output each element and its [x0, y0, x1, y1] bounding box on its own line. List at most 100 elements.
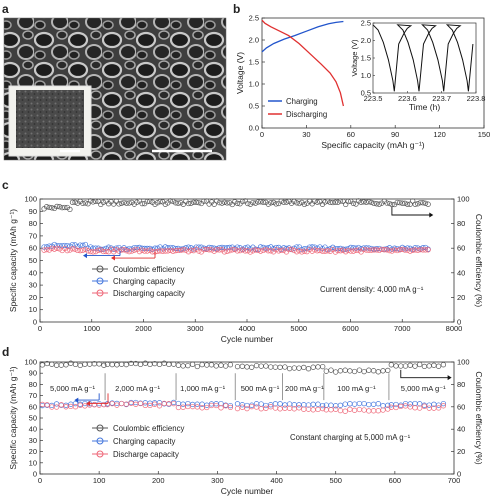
- panel-d-letter: d: [2, 345, 9, 359]
- d-ce-point: [77, 362, 83, 369]
- c-ce-point: [373, 201, 380, 207]
- c-ce-point: [147, 198, 153, 205]
- c-discharge-point: [415, 247, 421, 253]
- d-ytick-label: 70: [29, 391, 37, 400]
- b-inset-xtick-label: 223.8: [467, 94, 486, 103]
- c-discharge-point: [422, 247, 429, 253]
- d-ce-point: [305, 366, 312, 372]
- c-discharge-point: [425, 247, 431, 253]
- c-charge-point: [62, 242, 68, 249]
- c-ce-point: [422, 200, 429, 206]
- c-discharge-point: [167, 247, 174, 254]
- b-inset-ytick-label: 1.0: [361, 71, 371, 80]
- c-ce-point: [93, 198, 99, 204]
- d-discharge-point: [101, 401, 107, 408]
- c-ce-point: [420, 200, 426, 206]
- c-discharge-point: [113, 247, 119, 253]
- c-discharge-point: [343, 249, 349, 255]
- c-xtick-label: 2000: [135, 324, 152, 333]
- c-discharge-point: [175, 247, 181, 254]
- c-ce-point: [345, 198, 351, 205]
- d-discharge-point: [342, 408, 348, 414]
- d-charge-point: [277, 401, 283, 407]
- d-ce-point: [268, 364, 274, 370]
- c-discharge-point: [384, 247, 390, 253]
- b-inset-ytick-label: 0.5: [361, 89, 371, 98]
- d-discharge-point: [204, 404, 210, 411]
- d-discharge-point: [310, 407, 316, 413]
- b-plot-frame: [261, 17, 485, 129]
- c-ce-point: [384, 200, 390, 206]
- b-inset-trace: [372, 24, 474, 92]
- c-discharge-point: [373, 247, 380, 253]
- d-charge-point: [337, 402, 344, 408]
- c-ce-point: [278, 198, 284, 204]
- c-legend-marker-0: [96, 265, 104, 273]
- c-charge-point: [348, 244, 354, 251]
- c-ce-point: [291, 198, 297, 205]
- c-legend-marker-1: [96, 277, 104, 285]
- c-discharge-point: [154, 248, 161, 255]
- c-ce-point: [322, 199, 328, 205]
- d-ce-point: [189, 361, 196, 367]
- b-ytick-label: 0.0: [249, 124, 259, 133]
- c-ce-point: [154, 200, 161, 206]
- c-ce-point: [87, 198, 94, 204]
- c-discharge-point: [332, 249, 339, 255]
- c-y2tick-label: 80: [457, 219, 465, 228]
- d-discharge-point: [53, 404, 60, 410]
- b-ytick-label: 0.5: [249, 102, 259, 111]
- d-charge-point: [342, 401, 348, 407]
- c-discharge-point: [335, 247, 341, 254]
- c-ce-point: [49, 205, 55, 211]
- c-xtick-label: 7000: [394, 324, 411, 333]
- d-ce-point: [68, 360, 74, 366]
- c-discharge-point: [361, 246, 367, 253]
- d-discharge-point: [426, 405, 432, 411]
- c-ce-point: [227, 200, 233, 206]
- d-xaxis-label: Cycle number: [221, 486, 274, 496]
- c-discharge-point: [74, 247, 81, 254]
- c-discharge-point: [239, 247, 246, 253]
- c-discharge-point: [121, 247, 127, 253]
- d-ce-point: [239, 363, 245, 369]
- c-discharge-point: [353, 247, 359, 253]
- d-discharge-point: [356, 406, 363, 413]
- c-charge-point: [306, 244, 313, 250]
- d-ce-point: [315, 364, 321, 370]
- d-ytick-label: 90: [29, 369, 37, 378]
- c-ce-point: [335, 199, 341, 205]
- c-ce-point: [363, 199, 369, 205]
- d-charge-point: [417, 401, 423, 407]
- d-discharge-point: [152, 401, 158, 407]
- c-ce-point: [324, 198, 331, 204]
- c-ytick-label: 30: [29, 281, 37, 290]
- c-discharge-point: [147, 247, 153, 253]
- d-discharge-point: [223, 403, 229, 409]
- d-plot-frame: [39, 361, 455, 475]
- c-discharge-point: [72, 246, 78, 252]
- d-ce-point: [175, 362, 182, 368]
- d-discharge-point: [227, 404, 234, 411]
- c-discharge-point: [64, 247, 70, 254]
- c-charge-point: [291, 245, 297, 251]
- c-ce-point: [257, 199, 264, 205]
- c-ce-point: [46, 204, 52, 211]
- c-discharge-point: [309, 248, 315, 254]
- c-discharge-point: [116, 248, 122, 254]
- d-charge-point: [375, 401, 381, 407]
- c-ce-point: [224, 200, 230, 206]
- c-ce-point: [175, 200, 181, 206]
- d-rate-label-1: 2,000 mA g⁻¹: [115, 384, 160, 393]
- c-ce-point: [402, 200, 408, 206]
- c-discharge-point: [314, 248, 320, 254]
- b-ytick-label: 1.5: [249, 58, 259, 67]
- d-charge-point: [258, 401, 264, 407]
- c-discharge-point: [265, 248, 271, 254]
- c-charge-point: [201, 245, 207, 251]
- c-discharge-point: [319, 248, 326, 254]
- d-discharge-point: [328, 407, 334, 413]
- c-ce-point: [139, 200, 145, 207]
- c-ce-point: [394, 199, 400, 206]
- d-ytick-label: 20: [29, 447, 37, 456]
